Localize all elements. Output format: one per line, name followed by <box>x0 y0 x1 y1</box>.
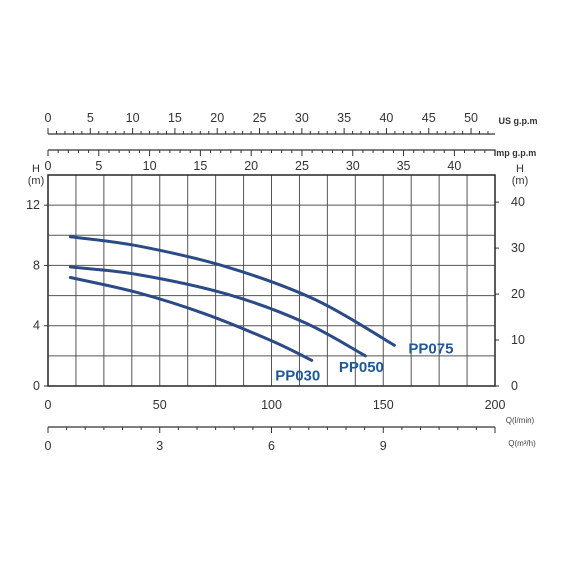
x-usgpm-tick-label: 45 <box>422 111 436 125</box>
series-group: PP075 PP050 PP030 <box>68 235 453 384</box>
x-usgpm-axis-title: US g.p.m <box>498 116 537 126</box>
x-usgpm-tick-label: 30 <box>295 111 309 125</box>
x-impgpm-tick-label: 20 <box>244 159 258 173</box>
series-label-pp075: PP075 <box>408 340 453 357</box>
y-right-tick-label: 10 <box>511 333 525 347</box>
x-impgpm-axis-title: Imp g.p.m <box>494 148 537 158</box>
x-lpm-tick-label: 150 <box>373 398 394 412</box>
x-lpm-axis-title: Q(l/min) <box>506 416 535 425</box>
x-lpm-tick-label: 50 <box>153 398 167 412</box>
y-left-tick-label: 8 <box>33 258 40 272</box>
x-impgpm-tick-label: 15 <box>193 159 207 173</box>
x-impgpm-tick-label: 0 <box>45 159 52 173</box>
grid <box>48 175 495 386</box>
x-impgpm-tick-label: 25 <box>295 159 309 173</box>
y-left-tick-label: 12 <box>26 198 40 212</box>
x-usgpm-tick-label: 50 <box>464 111 478 125</box>
x-m3h-axis-title: Q(m³/h) <box>508 439 536 448</box>
y-left-tick-label: 4 <box>33 319 40 333</box>
x-impgpm-tick-label: 30 <box>346 159 360 173</box>
x-lpm-tick-label: 200 <box>485 398 506 412</box>
y-axis-left: 0 4 8 12 H(m) <box>26 163 48 393</box>
x-lpm-tick-label: 0 <box>45 398 52 412</box>
y-right-axis-title: (m) <box>512 175 529 187</box>
y-right-tick-label: 0 <box>511 379 518 393</box>
y-left-tick-label: 0 <box>33 379 40 393</box>
x-m3h-tick-label: 9 <box>380 439 387 453</box>
x-usgpm-tick-label: 15 <box>168 111 182 125</box>
y-right-tick-label: 20 <box>511 287 525 301</box>
x-impgpm-tick-label: 5 <box>95 159 102 173</box>
x-usgpm-tick-label: 0 <box>45 111 52 125</box>
x-usgpm-tick-label: 5 <box>87 111 94 125</box>
x-usgpm-tick-label: 10 <box>126 111 140 125</box>
series-line-pp075 <box>68 235 396 347</box>
x-m3h-tick-label: 6 <box>268 439 275 453</box>
x-impgpm-tick-label: 40 <box>447 159 461 173</box>
x-usgpm-tick-label: 40 <box>379 111 393 125</box>
y-left-axis-title: H <box>32 163 40 175</box>
y-right-tick-label: 30 <box>511 241 525 255</box>
y-axis-right: 0 10 20 30 40 H(m) <box>495 163 528 393</box>
x-m3h-tick-label: 0 <box>45 439 52 453</box>
x-impgpm-tick-label: 35 <box>397 159 411 173</box>
x-lpm-tick-label: 100 <box>261 398 282 412</box>
top-flow-axes: 0 5 10 15 20 25 30 35 40 45 50 US g.p.m 0 5 10 15 20 25 30… <box>45 111 538 173</box>
x-impgpm-tick-label: 10 <box>143 159 157 173</box>
series-label-pp050: PP050 <box>339 359 384 376</box>
x-m3h-tick-label: 3 <box>156 439 163 453</box>
x-usgpm-tick-label: 20 <box>210 111 224 125</box>
x-usgpm-tick-label: 25 <box>253 111 267 125</box>
y-right-axis-title: H <box>516 163 524 175</box>
y-right-tick-label: 40 <box>511 195 525 209</box>
bottom-flow-axes: Q(l/min) 0 3 6 9 Q(m³/h) <box>45 416 537 453</box>
y-left-axis-title: (m) <box>28 175 45 187</box>
x-usgpm-tick-label: 35 <box>337 111 351 125</box>
series-line-pp030 <box>68 275 314 362</box>
plot-frame <box>47 174 496 387</box>
series-label-pp030: PP030 <box>275 367 320 384</box>
series-line-pp050 <box>68 265 367 358</box>
